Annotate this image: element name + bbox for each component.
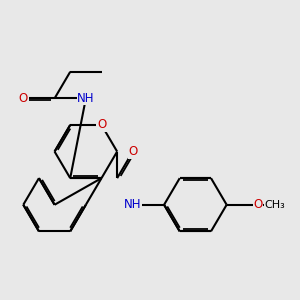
Text: O: O <box>128 145 137 158</box>
Text: CH₃: CH₃ <box>265 200 286 210</box>
Text: O: O <box>253 198 262 211</box>
Text: NH: NH <box>124 198 142 211</box>
Text: O: O <box>97 118 106 131</box>
Text: O: O <box>19 92 28 105</box>
Text: NH: NH <box>77 92 94 105</box>
